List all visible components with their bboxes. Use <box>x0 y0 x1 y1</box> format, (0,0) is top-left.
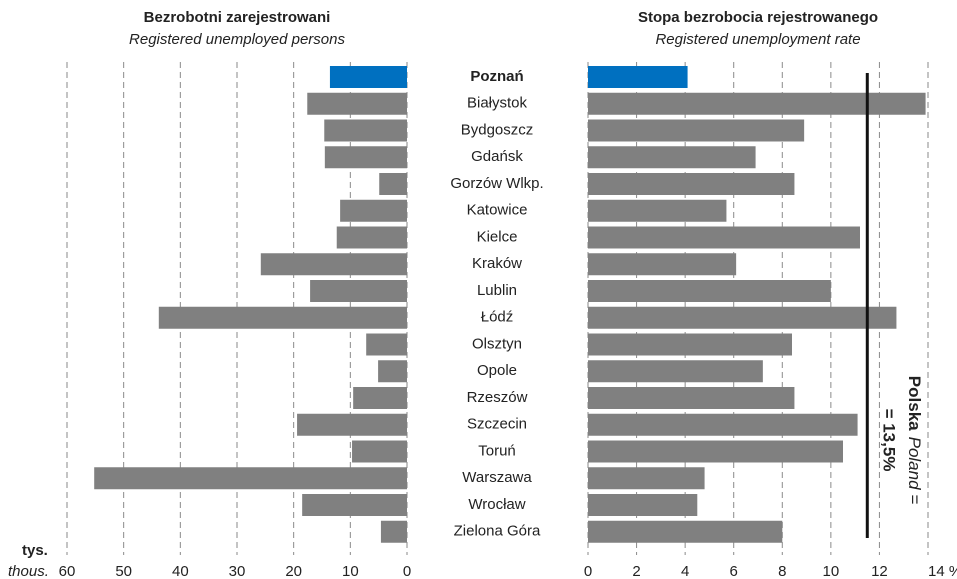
bar <box>366 333 407 356</box>
bar <box>588 226 860 249</box>
bar <box>158 306 407 329</box>
bar <box>379 173 407 195</box>
category-label: Szczecin <box>467 416 527 433</box>
x-axis-label: tys. <box>22 542 48 559</box>
bar <box>588 440 843 463</box>
category-label: Kielce <box>477 228 518 245</box>
bar <box>588 173 795 195</box>
bar <box>588 520 783 543</box>
x-tick-label: 10 <box>342 563 359 579</box>
x-tick-label: 0 <box>403 563 411 579</box>
bar <box>260 253 407 276</box>
x-tick-label: 14 % <box>928 563 957 579</box>
bar <box>588 280 831 302</box>
x-tick-label: 50 <box>115 563 132 579</box>
category-label: Gdańsk <box>471 148 523 165</box>
bar <box>336 226 407 249</box>
chart-title: Bezrobotni zarejestrowani <box>144 9 331 26</box>
bar <box>588 333 792 356</box>
bar <box>588 253 737 276</box>
bar <box>588 387 795 409</box>
category-label: Białystok <box>467 95 528 112</box>
x-tick-label: 20 <box>285 563 302 579</box>
bar <box>310 280 407 302</box>
category-label: Rzeszów <box>467 389 528 406</box>
x-tick-label: 4 <box>681 563 689 579</box>
x-tick-label: 10 <box>823 563 840 579</box>
reference-value: = 13,5% <box>880 409 899 472</box>
x-tick-label: 6 <box>730 563 738 579</box>
reference-label-pl: Polska <box>905 376 924 431</box>
bar <box>588 360 763 383</box>
category-label: Gorzów Wlkp. <box>450 175 543 192</box>
category-label: Zielona Góra <box>454 523 541 540</box>
chart-subtitle: Registered unemployment rate <box>655 31 860 48</box>
category-label: Wrocław <box>468 496 525 513</box>
bar <box>588 199 727 222</box>
x-axis-label-en: thous. <box>8 563 49 579</box>
bar <box>324 146 407 169</box>
category-label: Kraków <box>472 255 522 272</box>
bar <box>588 413 858 436</box>
category-label: Katowice <box>467 202 528 219</box>
x-tick-label: 40 <box>172 563 189 579</box>
bar <box>353 387 407 409</box>
category-label: Poznań <box>470 68 523 85</box>
bar <box>380 520 407 543</box>
category-label: Olsztyn <box>472 335 522 352</box>
bar <box>329 66 407 88</box>
bar <box>307 92 407 115</box>
chart-title: Stopa bezrobocia rejestrowanego <box>638 9 878 26</box>
bar <box>340 199 407 222</box>
category-label: Warszawa <box>462 469 532 486</box>
bar <box>588 92 926 115</box>
x-tick-label: 30 <box>229 563 246 579</box>
reference-label: Polska Poland = <box>905 376 924 504</box>
bar <box>588 306 897 329</box>
x-tick-label: 8 <box>778 563 786 579</box>
category-label: Bydgoszcz <box>461 121 534 138</box>
x-tick-label: 2 <box>632 563 640 579</box>
category-label: Toruń <box>478 442 516 459</box>
bar <box>588 146 756 169</box>
bar <box>324 119 407 142</box>
category-label: Łódź <box>481 309 514 326</box>
bar <box>94 467 407 490</box>
reference-label-en: Poland = <box>905 437 924 505</box>
x-tick-label: 12 <box>871 563 888 579</box>
bar <box>588 119 805 142</box>
x-tick-label: 60 <box>59 563 76 579</box>
category-label: Lublin <box>477 282 517 299</box>
bar <box>302 494 407 516</box>
bar <box>378 360 407 383</box>
bar <box>588 494 698 516</box>
bar <box>588 66 688 88</box>
category-label: Opole <box>477 362 517 379</box>
x-tick-label: 0 <box>584 563 592 579</box>
bar <box>297 413 407 436</box>
bar <box>588 467 705 490</box>
bar <box>352 440 407 463</box>
chart-subtitle: Registered unemployed persons <box>129 31 345 48</box>
